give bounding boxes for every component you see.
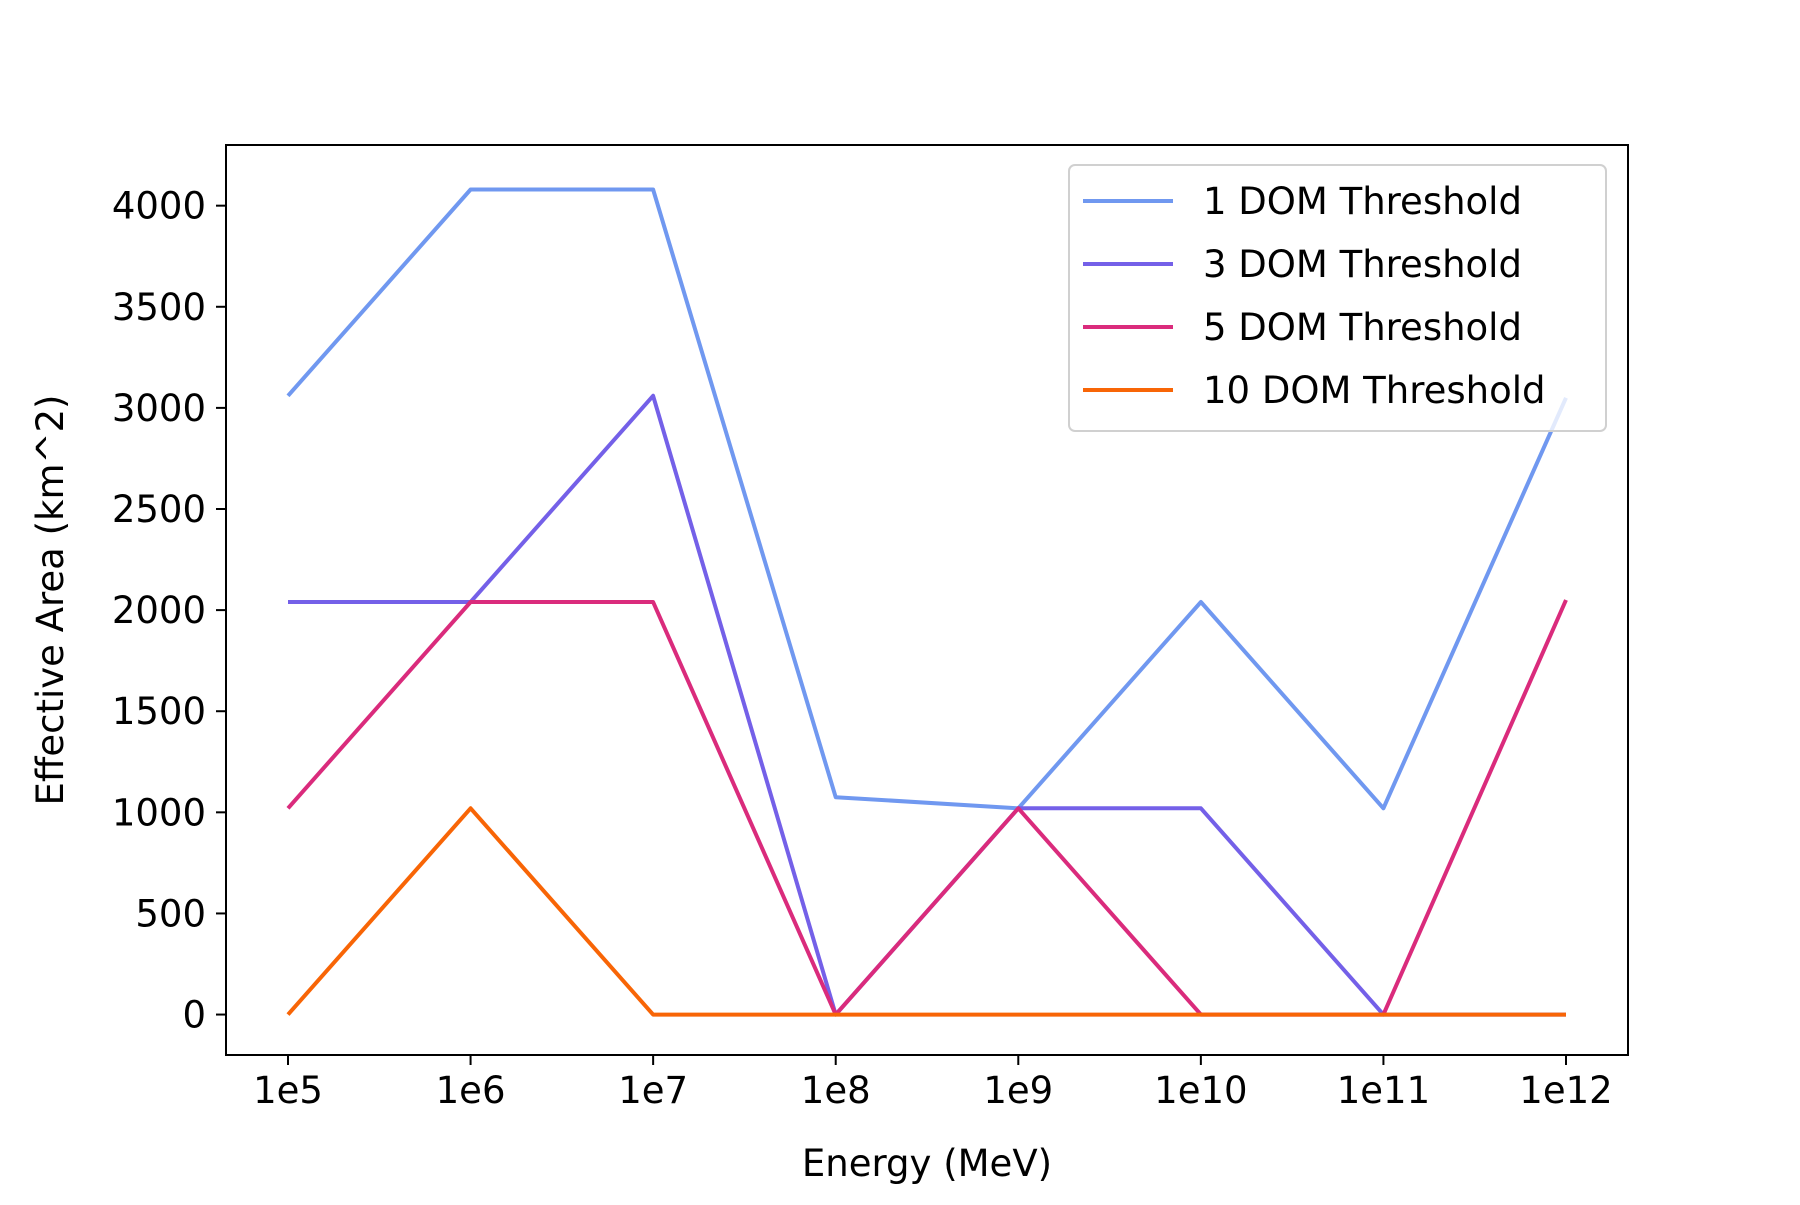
x-tick-label: 1e10 — [1154, 1069, 1247, 1112]
legend-label-1: 1 DOM Threshold — [1203, 180, 1522, 223]
y-tick-label: 1500 — [112, 690, 206, 733]
series-line-1 — [286, 187, 1568, 811]
series-line-4 — [286, 806, 1566, 1017]
y-tick-label: 4000 — [112, 185, 206, 228]
y-tick-label: 0 — [182, 994, 206, 1037]
legend-box — [1068, 164, 1607, 432]
y-tick-label: 1000 — [112, 791, 206, 834]
x-tick-label: 1e11 — [1337, 1069, 1430, 1112]
y-tick-label: 2500 — [112, 488, 206, 531]
y-axis: 0 500 1000 1500 2000 2500 3000 3500 4000 — [112, 185, 226, 1037]
y-axis-label: Effective Area (km^2) — [29, 395, 72, 806]
x-axis: 1e5 1e6 1e7 1e8 1e9 1e10 1e11 1e12 — [253, 1055, 1613, 1112]
legend-label-2: 3 DOM Threshold — [1203, 243, 1522, 286]
legend-label-4: 10 DOM Threshold — [1203, 369, 1546, 412]
x-tick-label: 1e6 — [436, 1069, 506, 1112]
legend: 1 DOM Threshold 3 DOM Threshold 5 DOM Thre… — [1068, 164, 1607, 432]
x-tick-label: 1e7 — [618, 1069, 688, 1112]
x-tick-label: 1e8 — [801, 1069, 871, 1112]
series-layer — [286, 187, 1568, 1017]
y-tick-label: 3000 — [112, 387, 206, 430]
x-tick-label: 1e5 — [253, 1069, 323, 1112]
y-tick-label: 3500 — [112, 286, 206, 329]
x-axis-label: Energy (MeV) — [802, 1142, 1052, 1185]
x-tick-label: 1e12 — [1519, 1069, 1612, 1112]
x-tick-label: 1e9 — [983, 1069, 1053, 1112]
y-tick-label: 2000 — [112, 589, 206, 632]
legend-label-3: 5 DOM Threshold — [1203, 306, 1522, 349]
y-tick-label: 500 — [135, 892, 206, 935]
plot-frame — [225, 144, 1629, 1056]
